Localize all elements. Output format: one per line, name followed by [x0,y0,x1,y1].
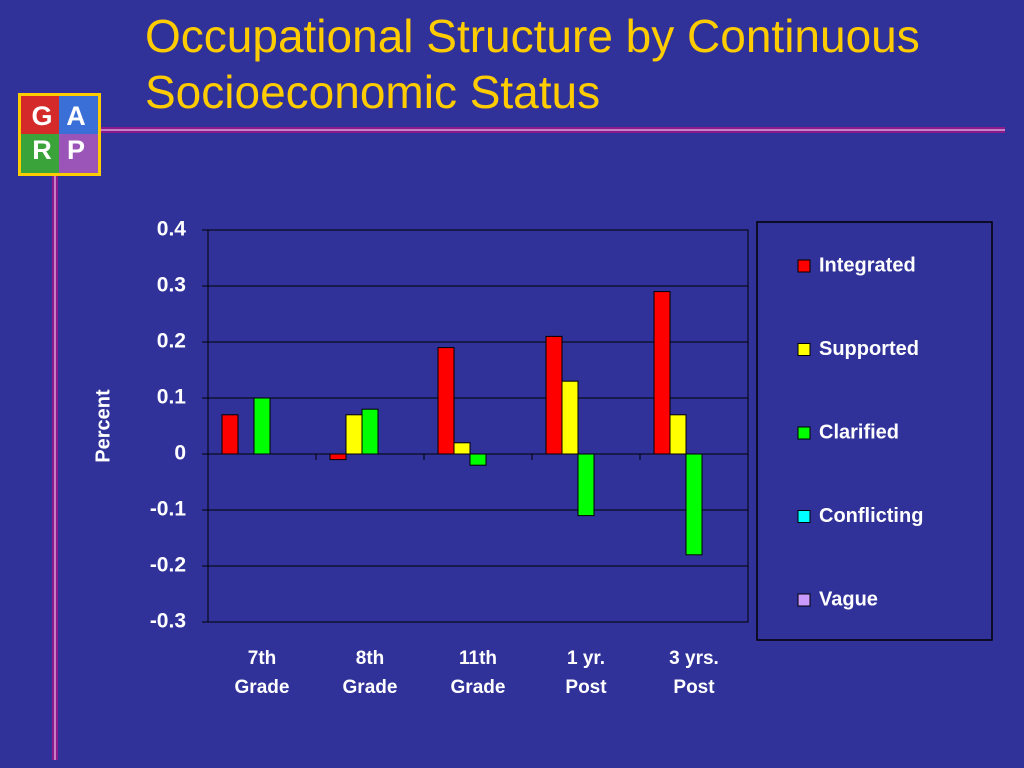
y-tick-label: 0 [174,442,186,465]
bar [685,453,703,556]
x-tick-label: 7th Grade [234,648,290,698]
y-tick-label: 0.1 [157,386,187,409]
bar [469,453,487,466]
x-tick-label: 8th Grade [342,648,398,698]
legend-swatch [797,593,811,607]
legend-box [756,221,993,641]
legend-label: Vague [819,588,878,610]
legend-swatch [797,426,811,440]
y-tick-label: -0.2 [150,554,186,577]
y-tick-label: 0.4 [157,218,187,241]
y-tick-label: -0.3 [150,610,186,633]
y-tick-label: 0.2 [157,330,186,353]
logo-quad [59,134,98,173]
bar [253,397,271,455]
bar [361,408,379,455]
y-tick-label: -0.1 [150,498,187,521]
legend-swatch [797,343,811,356]
logo: G A R P [18,93,101,176]
x-tick-label: 11th Grade [450,648,506,698]
bar [453,442,471,455]
legend-label: Integrated [819,254,916,276]
logo-letter: A [66,101,86,131]
title: Occupational Structure by Continuous Soc… [145,10,920,118]
bar [345,414,363,455]
y-axis-label: Percent [92,389,114,463]
x-tick-label: 1 yr. Post [565,648,607,698]
legend-swatch [797,510,811,523]
bar [561,380,579,455]
logo-letter: G [31,101,52,131]
bar [221,414,239,455]
legend-label: Supported [819,338,919,360]
bar [653,291,671,455]
logo-quad [21,134,59,173]
bar [669,414,687,455]
logo-letter: P [67,135,85,165]
bar [577,453,595,517]
bar [329,453,347,461]
legend-label: Conflicting [819,505,923,527]
y-tick-label: 0.3 [157,274,186,297]
legend-swatch [797,259,811,273]
bar [437,347,455,455]
logo-letter: R [32,135,52,165]
logo-quad [21,96,59,134]
plot: 0.4 0.3 0.2 0.1 0 -0.1 -0.2 -0.3 Integrated Suppo… [150,218,924,633]
legend-label: Clarified [819,421,899,443]
x-tick-label: 3 yrs. Post [669,648,719,698]
bar [545,335,563,455]
logo-quad [59,96,98,134]
